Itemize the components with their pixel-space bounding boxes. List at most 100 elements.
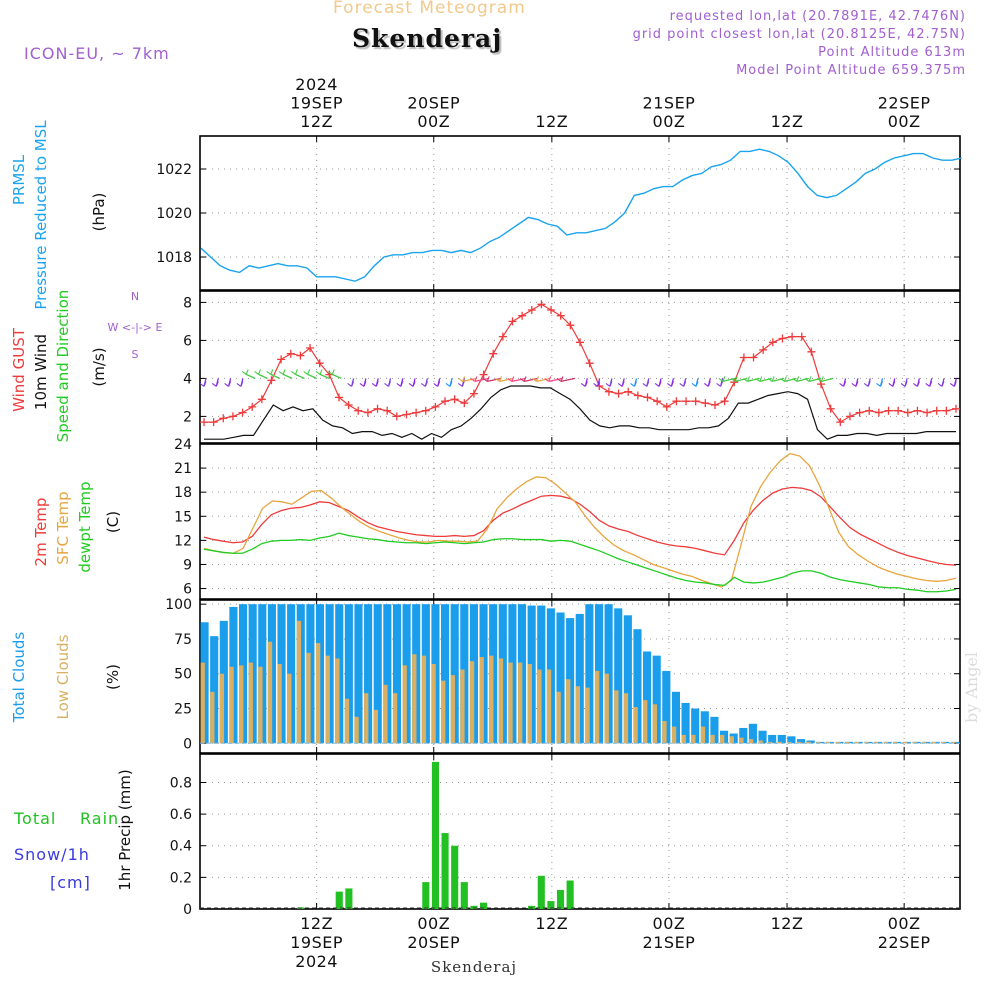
top-time-label: 00Z bbox=[653, 112, 686, 131]
wind-direction-arrow bbox=[295, 373, 305, 379]
total-clouds-bar bbox=[787, 736, 796, 744]
total-clouds-bar bbox=[383, 604, 392, 744]
wind-arrow-head bbox=[937, 381, 945, 387]
y-tick-label: 0.8 bbox=[170, 775, 192, 791]
total-clouds-bar bbox=[614, 608, 623, 744]
model-label: ICON-EU, ~ 7km bbox=[24, 44, 170, 63]
wind-arrow-head bbox=[254, 369, 262, 375]
gust-point bbox=[701, 399, 710, 408]
gust-point bbox=[334, 393, 343, 402]
wind-arrow-head bbox=[925, 381, 933, 387]
gust-point bbox=[460, 399, 469, 408]
gust-point bbox=[768, 338, 777, 347]
total-clouds-bar bbox=[777, 734, 786, 744]
point-altitude: Point Altitude 613m bbox=[818, 45, 966, 60]
low-clouds-bar bbox=[922, 741, 927, 744]
total-clouds-bar bbox=[210, 636, 219, 744]
panel-frame bbox=[199, 753, 961, 910]
gust-point bbox=[691, 397, 700, 406]
gust-point bbox=[421, 406, 430, 415]
wind-arrow-head bbox=[679, 381, 687, 387]
wind-arrow-head bbox=[544, 376, 552, 382]
wind-arrow-head bbox=[580, 381, 588, 387]
gust-point bbox=[672, 397, 681, 406]
low-clouds-bar bbox=[344, 698, 350, 744]
low-clouds-bar bbox=[883, 741, 888, 744]
wind-direction-arrow bbox=[548, 377, 563, 383]
wind-direction-arrow bbox=[747, 377, 760, 383]
low-clouds-bar bbox=[219, 673, 225, 744]
wind-direction-arrow bbox=[319, 373, 330, 379]
low-clouds-bar bbox=[594, 670, 600, 744]
wind-arrow-head bbox=[593, 381, 601, 387]
rain-bar bbox=[470, 905, 478, 909]
gust-point bbox=[807, 347, 816, 356]
low-clouds-bar bbox=[383, 684, 388, 744]
low-clouds-bar bbox=[354, 716, 359, 744]
pressure-ylabel-1: PRMSL bbox=[10, 154, 28, 205]
gust-point bbox=[720, 397, 729, 406]
y-tick-label: 15 bbox=[174, 509, 192, 525]
low-clouds-bar bbox=[335, 658, 340, 744]
low-clouds-bar bbox=[825, 741, 831, 744]
wind-arrow-head bbox=[605, 381, 613, 387]
low-clouds-bar bbox=[700, 726, 706, 744]
gust-point bbox=[354, 406, 363, 415]
gust-point bbox=[489, 349, 498, 358]
gust-point bbox=[344, 401, 353, 409]
wind-arrow-head bbox=[716, 381, 724, 387]
low-clouds-bar bbox=[806, 741, 811, 744]
snow-unit-label: [cm] bbox=[50, 873, 91, 892]
wind-unit-label: (m/s) bbox=[90, 347, 108, 386]
wind-arrow-head bbox=[507, 376, 515, 382]
low-clouds-bar bbox=[566, 679, 571, 744]
temp-sfc-ylabel: SFC Temp bbox=[54, 491, 72, 564]
low-clouds-bar bbox=[739, 737, 744, 744]
low-clouds-bar bbox=[931, 741, 936, 744]
total-clouds-bar bbox=[556, 612, 565, 744]
gust-point bbox=[479, 370, 488, 379]
y-tick-label: 2 bbox=[183, 409, 192, 425]
gust-point bbox=[286, 349, 295, 358]
wind-arrow-head bbox=[617, 381, 625, 387]
wind-arrow-head bbox=[691, 381, 699, 387]
pressure-ylabel-2: Pressure Reduced to MSL bbox=[32, 120, 50, 310]
gust-point bbox=[797, 332, 806, 341]
bottom-time-label: 22SEP bbox=[878, 933, 931, 952]
low-clouds-bar bbox=[816, 741, 821, 744]
low-clouds-bar bbox=[258, 666, 263, 744]
gust-point bbox=[412, 408, 421, 417]
panel-frame bbox=[199, 443, 961, 600]
temp-dewpt-ylabel: dewpt Temp bbox=[76, 481, 94, 572]
gust-point bbox=[653, 397, 662, 406]
wind-arrow-head bbox=[421, 381, 428, 387]
gust-point bbox=[363, 408, 372, 417]
y-tick-label: 100 bbox=[165, 597, 192, 613]
total-clouds-bar bbox=[344, 604, 353, 744]
wind-arrow-head bbox=[495, 376, 503, 382]
gust-point bbox=[238, 408, 247, 417]
y-tick-label: 1020 bbox=[156, 206, 192, 222]
wind-direction-arrow bbox=[511, 377, 526, 383]
gust-point bbox=[267, 376, 276, 385]
low-clouds-bar bbox=[768, 741, 773, 744]
panel-frame bbox=[199, 599, 961, 754]
low-clouds-bar bbox=[643, 700, 648, 744]
low-clouds-bar bbox=[306, 652, 311, 744]
wind-arrow-head bbox=[396, 381, 404, 387]
gust-point bbox=[209, 418, 218, 427]
low-clouds-bar bbox=[710, 734, 715, 744]
y-tick-label: 21 bbox=[174, 461, 192, 477]
rain-bar bbox=[422, 882, 430, 909]
low-clouds-bar bbox=[431, 663, 436, 744]
wind-arrow-head bbox=[667, 381, 674, 387]
low-clouds-bar bbox=[633, 707, 638, 744]
wind-arrow-head bbox=[767, 376, 775, 382]
chart-title: Skenderaj bbox=[352, 24, 503, 53]
gust-point bbox=[248, 402, 257, 411]
bottom-time-label: 20SEP bbox=[407, 933, 460, 952]
y-tick-label: 12 bbox=[174, 533, 192, 549]
low-clouds-bar bbox=[604, 673, 609, 744]
wind-arrow-head bbox=[236, 381, 244, 387]
total-clouds-bar bbox=[585, 604, 594, 744]
